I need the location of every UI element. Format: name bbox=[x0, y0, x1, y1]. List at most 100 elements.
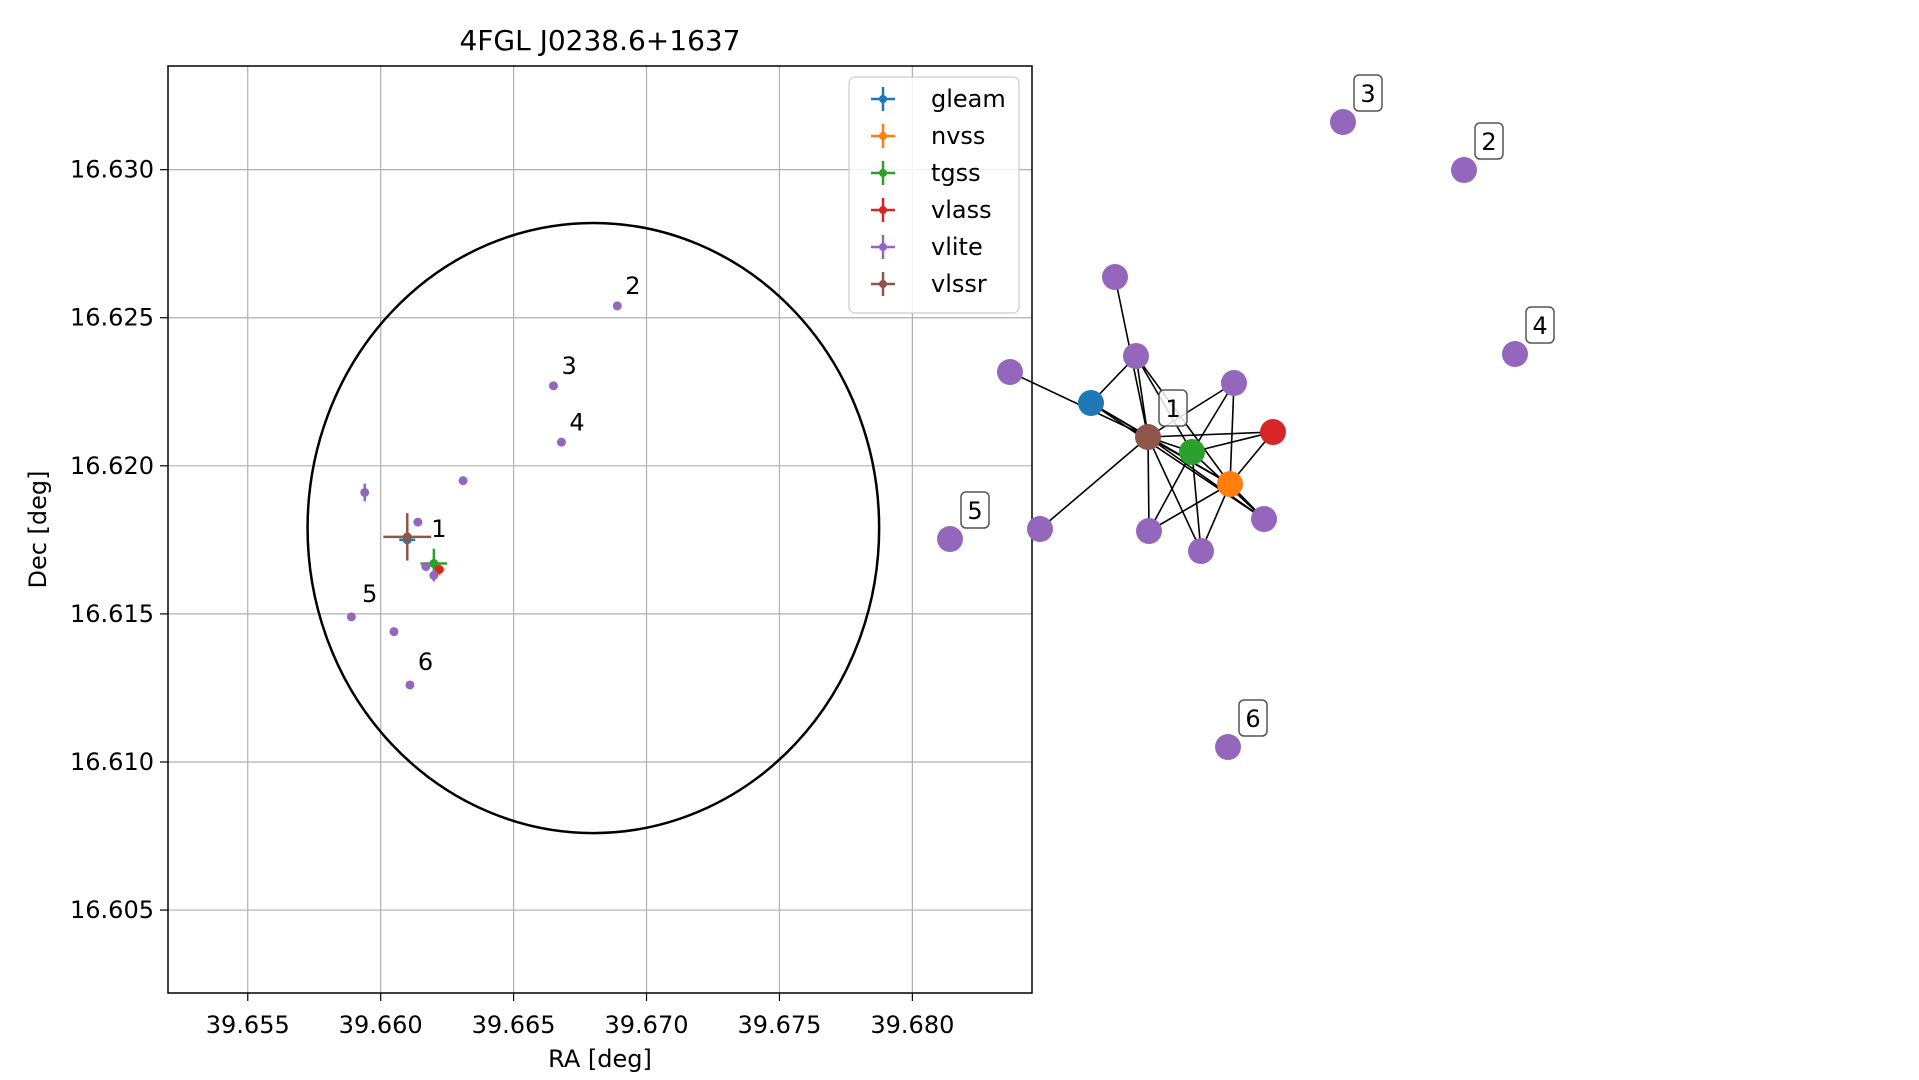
point-marker bbox=[434, 564, 444, 574]
graph-node bbox=[1451, 157, 1477, 183]
graph-node bbox=[1188, 538, 1214, 564]
graph-label-box bbox=[1525, 306, 1555, 344]
graph-node bbox=[937, 526, 963, 552]
point-marker bbox=[421, 562, 431, 572]
point-marker bbox=[402, 532, 412, 542]
graph-node bbox=[1217, 471, 1243, 497]
graph-label-box bbox=[1353, 74, 1383, 112]
data-point-vlite bbox=[612, 301, 622, 311]
graph-label-text: 3 bbox=[1360, 80, 1375, 108]
legend: gleam nvss tgss vlass vlite vlssr bbox=[848, 76, 1020, 314]
search-region-circle bbox=[306, 221, 881, 835]
graph-node-label: 4 bbox=[1525, 306, 1555, 344]
graph-node bbox=[1179, 439, 1205, 465]
x-tick-label: 39.670 bbox=[605, 1011, 689, 1039]
graph-label-box bbox=[1474, 122, 1504, 160]
x-tick-label: 39.660 bbox=[339, 1011, 423, 1039]
graph-label-box bbox=[960, 491, 990, 529]
graph-node-label: 5 bbox=[960, 491, 990, 529]
graph-nodes-layer bbox=[937, 109, 1528, 760]
source-annotation: 3 bbox=[561, 352, 576, 380]
graph-edges-layer bbox=[1009, 276, 1274, 552]
graph-edge bbox=[1090, 402, 1231, 485]
graph-edge bbox=[1039, 436, 1149, 530]
graph-node bbox=[1123, 343, 1149, 369]
y-axis-label: Dec [deg] bbox=[24, 470, 52, 588]
graph-node bbox=[1027, 516, 1053, 542]
legend-marker-dot bbox=[879, 169, 887, 177]
graph-edge bbox=[1147, 436, 1202, 552]
x-tick-label: 39.680 bbox=[870, 1011, 954, 1039]
graph-node bbox=[1078, 390, 1104, 416]
data-point-vlite bbox=[429, 569, 439, 582]
x-tick-label: 39.675 bbox=[737, 1011, 821, 1039]
legend-label: nvss bbox=[931, 122, 985, 150]
x-tick-label: 39.665 bbox=[472, 1011, 556, 1039]
source-annotation: 6 bbox=[418, 648, 433, 676]
graph-node-label: 2 bbox=[1474, 122, 1504, 160]
graph-node bbox=[1135, 424, 1161, 450]
graph-label-box bbox=[1158, 389, 1188, 427]
data-point-vlite bbox=[458, 476, 468, 486]
x-axis-label: RA [deg] bbox=[548, 1045, 652, 1073]
point-marker bbox=[429, 570, 439, 580]
data-point-vlite bbox=[360, 483, 370, 502]
legend-entry-nvss: nvss bbox=[871, 122, 985, 150]
graph-label-text: 4 bbox=[1532, 312, 1547, 340]
data-point-vlite bbox=[346, 612, 356, 622]
annotation-layer: 1 2 3 4 5 6 bbox=[362, 272, 640, 676]
y-tick-label: 16.630 bbox=[70, 156, 154, 184]
graph-node bbox=[1502, 341, 1528, 367]
point-marker bbox=[612, 301, 622, 311]
graph-label-box bbox=[1238, 699, 1268, 737]
point-marker bbox=[556, 437, 566, 447]
legend-label: gleam bbox=[931, 85, 1006, 113]
point-marker bbox=[405, 680, 415, 690]
legend-entry-tgss: tgss bbox=[871, 159, 981, 187]
data-point-vlite bbox=[413, 517, 423, 527]
region-circle-layer bbox=[306, 221, 881, 835]
graph-label-text: 6 bbox=[1245, 705, 1260, 733]
legend-label: vlssr bbox=[931, 270, 987, 298]
source-annotation: 5 bbox=[362, 580, 377, 608]
graph-edge bbox=[1147, 431, 1274, 438]
graph-edge bbox=[1229, 382, 1235, 485]
data-points-layer bbox=[346, 301, 622, 690]
data-point-vlite bbox=[405, 680, 415, 690]
data-point-vlite bbox=[421, 562, 431, 572]
legend-entry-vlite: vlite bbox=[871, 233, 983, 261]
legend-marker-dot bbox=[879, 206, 887, 214]
network-graph-panel: 1 2 3 4 5 6 bbox=[937, 74, 1555, 760]
point-marker bbox=[346, 612, 356, 622]
data-point-vlite bbox=[548, 381, 558, 391]
graph-edge bbox=[1148, 451, 1193, 532]
data-point-vlite bbox=[389, 627, 399, 637]
legend-marker-dot bbox=[879, 132, 887, 140]
source-annotation: 4 bbox=[569, 408, 584, 436]
point-marker bbox=[413, 517, 423, 527]
legend-label: tgss bbox=[931, 159, 981, 187]
graph-edge bbox=[1148, 483, 1231, 532]
graph-node bbox=[997, 359, 1023, 385]
data-point-vlssr bbox=[383, 513, 432, 561]
graph-node-label: 6 bbox=[1238, 699, 1268, 737]
graph-label-text: 1 bbox=[1165, 395, 1180, 423]
graph-node-label: 1 bbox=[1158, 389, 1188, 427]
source-annotation: 2 bbox=[625, 272, 640, 300]
graph-node bbox=[1251, 506, 1277, 532]
graph-label-text: 5 bbox=[967, 497, 982, 525]
graph-edge bbox=[1135, 355, 1149, 438]
y-tick-label: 16.610 bbox=[70, 748, 154, 776]
ticks-layer: 39.655 39.660 39.665 39.670 39.675 39.680 16.6… bbox=[70, 156, 954, 1039]
graph-node bbox=[1260, 419, 1286, 445]
graph-edge bbox=[1191, 431, 1274, 453]
legend-entry-gleam: gleam bbox=[871, 85, 1006, 113]
data-point-vlite bbox=[556, 437, 566, 447]
point-marker bbox=[389, 627, 399, 637]
legend-marker-dot bbox=[879, 95, 887, 103]
graph-node-label: 3 bbox=[1353, 74, 1383, 112]
graph-edge bbox=[1147, 382, 1235, 438]
graph-node bbox=[1136, 518, 1162, 544]
y-tick-label: 16.605 bbox=[70, 896, 154, 924]
